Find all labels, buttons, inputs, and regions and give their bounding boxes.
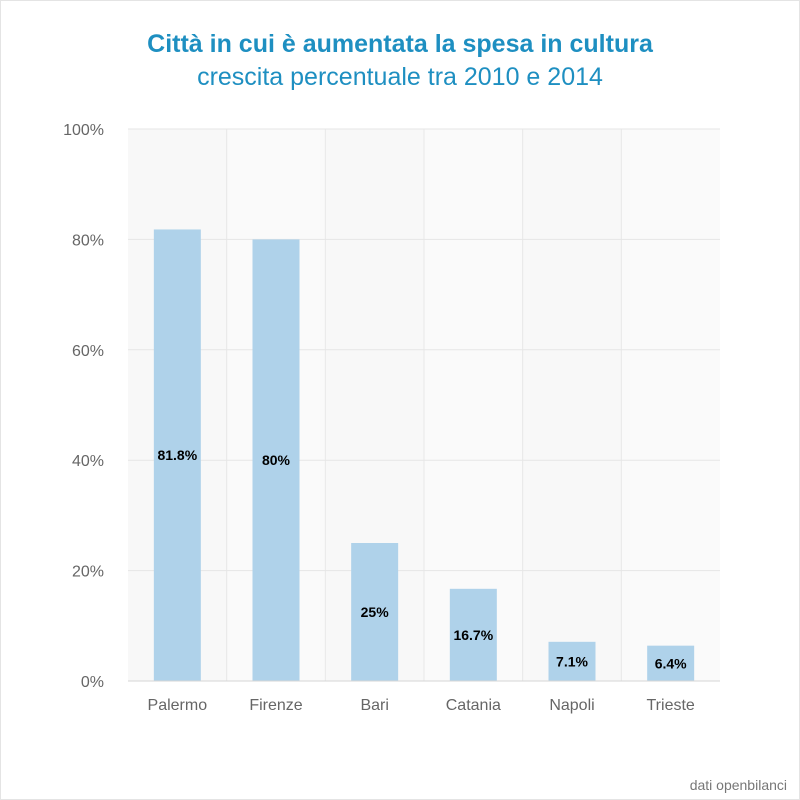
bar-catania xyxy=(449,588,497,681)
bar-palermo xyxy=(153,229,201,682)
bar-trieste xyxy=(647,645,695,681)
y-tick-label: 40% xyxy=(72,453,104,470)
bar-napoli xyxy=(548,641,596,681)
source-credit: dati openbilanci xyxy=(689,777,787,793)
category-band xyxy=(621,129,720,681)
data-label: 16.7% xyxy=(453,627,493,643)
x-tick-label: Palermo xyxy=(148,697,208,714)
data-label: 80% xyxy=(262,452,291,468)
chart-subtitle: crescita percentuale tra 2010 e 2014 xyxy=(197,63,603,91)
y-tick-label: 60% xyxy=(72,343,104,360)
data-label: 6.4% xyxy=(655,655,687,671)
y-tick-label: 0% xyxy=(81,674,104,691)
x-tick-label: Bari xyxy=(360,697,388,714)
y-tick-label: 20% xyxy=(72,564,104,581)
x-tick-label: Firenze xyxy=(249,697,302,714)
x-tick-label: Trieste xyxy=(647,697,695,714)
data-label: 25% xyxy=(361,604,390,620)
y-tick-label: 80% xyxy=(72,232,104,249)
data-label: 7.1% xyxy=(556,653,588,669)
bar-firenze xyxy=(252,239,300,681)
y-tick-label: 100% xyxy=(63,122,104,139)
data-label: 81.8% xyxy=(157,447,197,463)
x-tick-label: Napoli xyxy=(549,697,594,714)
x-tick-label: Catania xyxy=(446,697,501,714)
chart-title: Città in cui è aumentata la spesa in cul… xyxy=(147,30,653,58)
bar-bari xyxy=(351,543,399,681)
